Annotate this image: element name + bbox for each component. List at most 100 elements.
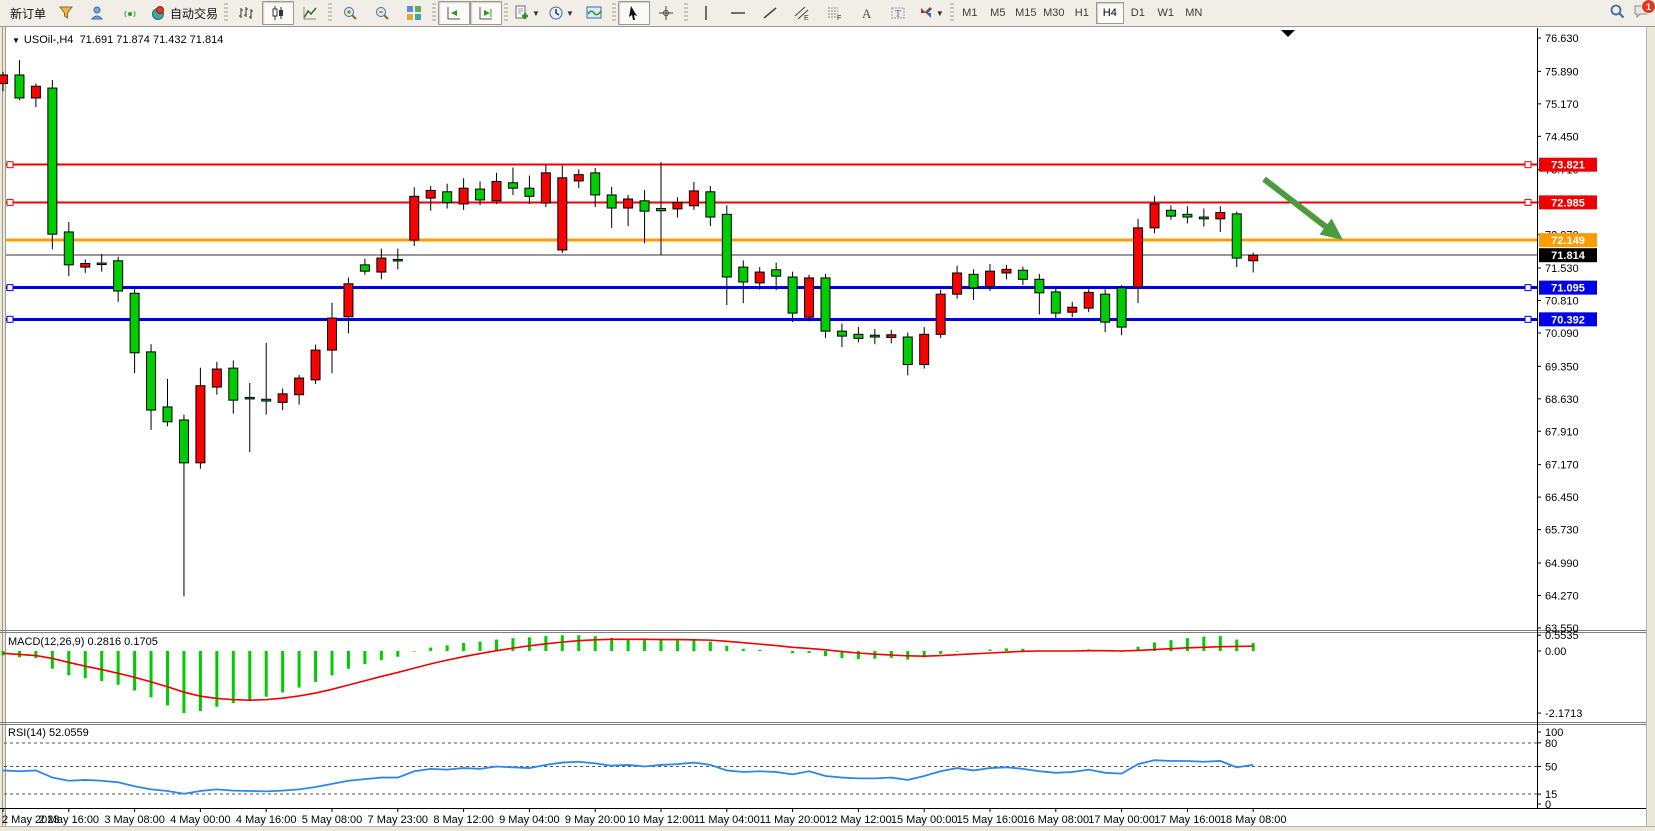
- candle-body-down[interactable]: [639, 200, 650, 212]
- candle-body-down[interactable]: [113, 260, 124, 292]
- candle-body-up[interactable]: [491, 180, 502, 202]
- candle-body-down[interactable]: [14, 74, 25, 99]
- candle-body-down[interactable]: [1100, 293, 1111, 323]
- timeframe-m15-button[interactable]: M15: [1015, 7, 1037, 19]
- symbol-dropdown-icon[interactable]: ▼: [12, 36, 20, 45]
- candle-body-down[interactable]: [162, 406, 173, 423]
- candle-body-down[interactable]: [507, 182, 518, 189]
- candle-body-down[interactable]: [47, 87, 58, 235]
- candle-body-up[interactable]: [80, 263, 91, 268]
- candle-body-up[interactable]: [195, 385, 206, 464]
- chart-canvas[interactable]: 76.63075.89075.17074.45073.71072.99072.2…: [0, 27, 1655, 831]
- candle-body-up[interactable]: [1133, 227, 1144, 288]
- zoom-in-button[interactable]: [334, 1, 366, 25]
- dropdown-arrow-icon[interactable]: ▼: [565, 8, 574, 18]
- candle-body-down[interactable]: [771, 269, 782, 277]
- timeframe-d1-button[interactable]: D1: [1130, 7, 1145, 19]
- candle-body-up[interactable]: [557, 177, 568, 251]
- zoom-out-button[interactable]: [366, 1, 398, 25]
- candle-body-down[interactable]: [359, 264, 370, 272]
- hline-handle[interactable]: [6, 284, 14, 292]
- trendline-button[interactable]: [754, 1, 786, 25]
- candle-body-down[interactable]: [1198, 216, 1209, 220]
- candle-body-down[interactable]: [787, 276, 798, 314]
- candle-body-down[interactable]: [705, 191, 716, 218]
- dropdown-arrow-icon[interactable]: ▼: [532, 8, 540, 18]
- candle-body-down[interactable]: [129, 292, 140, 354]
- candle-body-down[interactable]: [1182, 213, 1193, 218]
- profiles-button[interactable]: [82, 1, 114, 25]
- hline-handle[interactable]: [1524, 315, 1532, 323]
- candle-body-down[interactable]: [1050, 291, 1061, 314]
- timeframe-h1-button[interactable]: H1: [1074, 7, 1089, 19]
- hline-handle[interactable]: [1524, 198, 1532, 206]
- candle-body-down[interactable]: [228, 367, 239, 401]
- candle-body-down[interactable]: [721, 213, 732, 278]
- timeframe-m5-button[interactable]: M5: [990, 7, 1006, 19]
- candle-body-down[interactable]: [590, 172, 601, 196]
- candle-body-down[interactable]: [146, 351, 157, 411]
- candle-body-down[interactable]: [738, 266, 749, 283]
- candle-body-down[interactable]: [1116, 287, 1127, 328]
- candle-body-up[interactable]: [327, 317, 337, 351]
- candle-body-up[interactable]: [1215, 212, 1226, 220]
- candlestick-chart-button[interactable]: [262, 1, 295, 25]
- candle-body-down[interactable]: [63, 231, 74, 266]
- equidistant-channel-button[interactable]: E: [786, 1, 818, 25]
- candle-body-up[interactable]: [425, 189, 436, 199]
- hline-handle[interactable]: [6, 315, 14, 323]
- line-chart-button[interactable]: [294, 1, 326, 25]
- price-axis[interactable]: 76.63075.89075.17074.45073.71072.99072.2…: [1537, 33, 1579, 635]
- candle-body-down[interactable]: [475, 188, 486, 201]
- candle-body-down[interactable]: [442, 191, 453, 204]
- new-chart-button[interactable]: ▼: [510, 1, 544, 25]
- candle-body-up[interactable]: [573, 174, 584, 182]
- candle-body-down[interactable]: [836, 330, 847, 337]
- candle-body-up[interactable]: [310, 349, 321, 381]
- candle-body-up[interactable]: [985, 270, 995, 288]
- text-label-button[interactable]: T: [882, 1, 914, 25]
- candle-body-down[interactable]: [902, 336, 913, 366]
- candle-body-up[interactable]: [0, 74, 8, 85]
- candle-body-up[interactable]: [1067, 306, 1078, 313]
- candle-body-down[interactable]: [1017, 269, 1028, 280]
- candle-body-up[interactable]: [952, 272, 963, 295]
- fibonacci-button[interactable]: F: [818, 1, 850, 25]
- candle-body-down[interactable]: [1034, 278, 1045, 294]
- cursor-button[interactable]: [617, 1, 650, 25]
- candle-body-up[interactable]: [458, 187, 469, 205]
- candle-body-up[interactable]: [754, 271, 765, 284]
- candle-body-down[interactable]: [524, 187, 535, 197]
- candle-body-down[interactable]: [820, 277, 831, 332]
- crosshair-button[interactable]: [650, 1, 682, 25]
- candle-body-down[interactable]: [96, 262, 107, 266]
- arrow-annotation[interactable]: [1262, 176, 1343, 240]
- candle-body-up[interactable]: [376, 257, 387, 273]
- bar-chart-button[interactable]: [230, 1, 262, 25]
- timeframe-m30-button[interactable]: M30: [1043, 7, 1065, 19]
- candle-body-down[interactable]: [606, 194, 617, 209]
- candle-body-up[interactable]: [919, 333, 930, 366]
- candle-body-down[interactable]: [178, 419, 189, 464]
- candle-body-up[interactable]: [343, 283, 354, 318]
- search-icon[interactable]: [1609, 3, 1625, 24]
- hline-handle[interactable]: [6, 198, 14, 206]
- chat-icon[interactable]: 1: [1633, 0, 1655, 24]
- horizontal-line-button[interactable]: [722, 1, 754, 25]
- hline-handle[interactable]: [1524, 284, 1532, 292]
- auto-trading-button[interactable]: 自动交易: [146, 1, 222, 25]
- candle-body-up[interactable]: [1248, 254, 1259, 262]
- timeframe-w1-button[interactable]: W1: [1157, 7, 1175, 19]
- candle-body-down[interactable]: [968, 273, 979, 289]
- history-filter-button[interactable]: [50, 1, 82, 25]
- autoscroll-button[interactable]: [438, 1, 471, 25]
- chart-window[interactable]: ▼ USOil-,H4 71.691 71.874 71.432 71.814 M…: [0, 27, 1655, 831]
- periods-button[interactable]: ▼: [544, 1, 578, 25]
- candle-body-up[interactable]: [1149, 203, 1160, 229]
- candle-body-up[interactable]: [935, 293, 946, 335]
- timeframe-m1-button[interactable]: M1: [962, 7, 978, 19]
- candle-body-up[interactable]: [1083, 291, 1094, 309]
- candle-body-down[interactable]: [1231, 213, 1242, 259]
- candle-body-up[interactable]: [672, 202, 683, 210]
